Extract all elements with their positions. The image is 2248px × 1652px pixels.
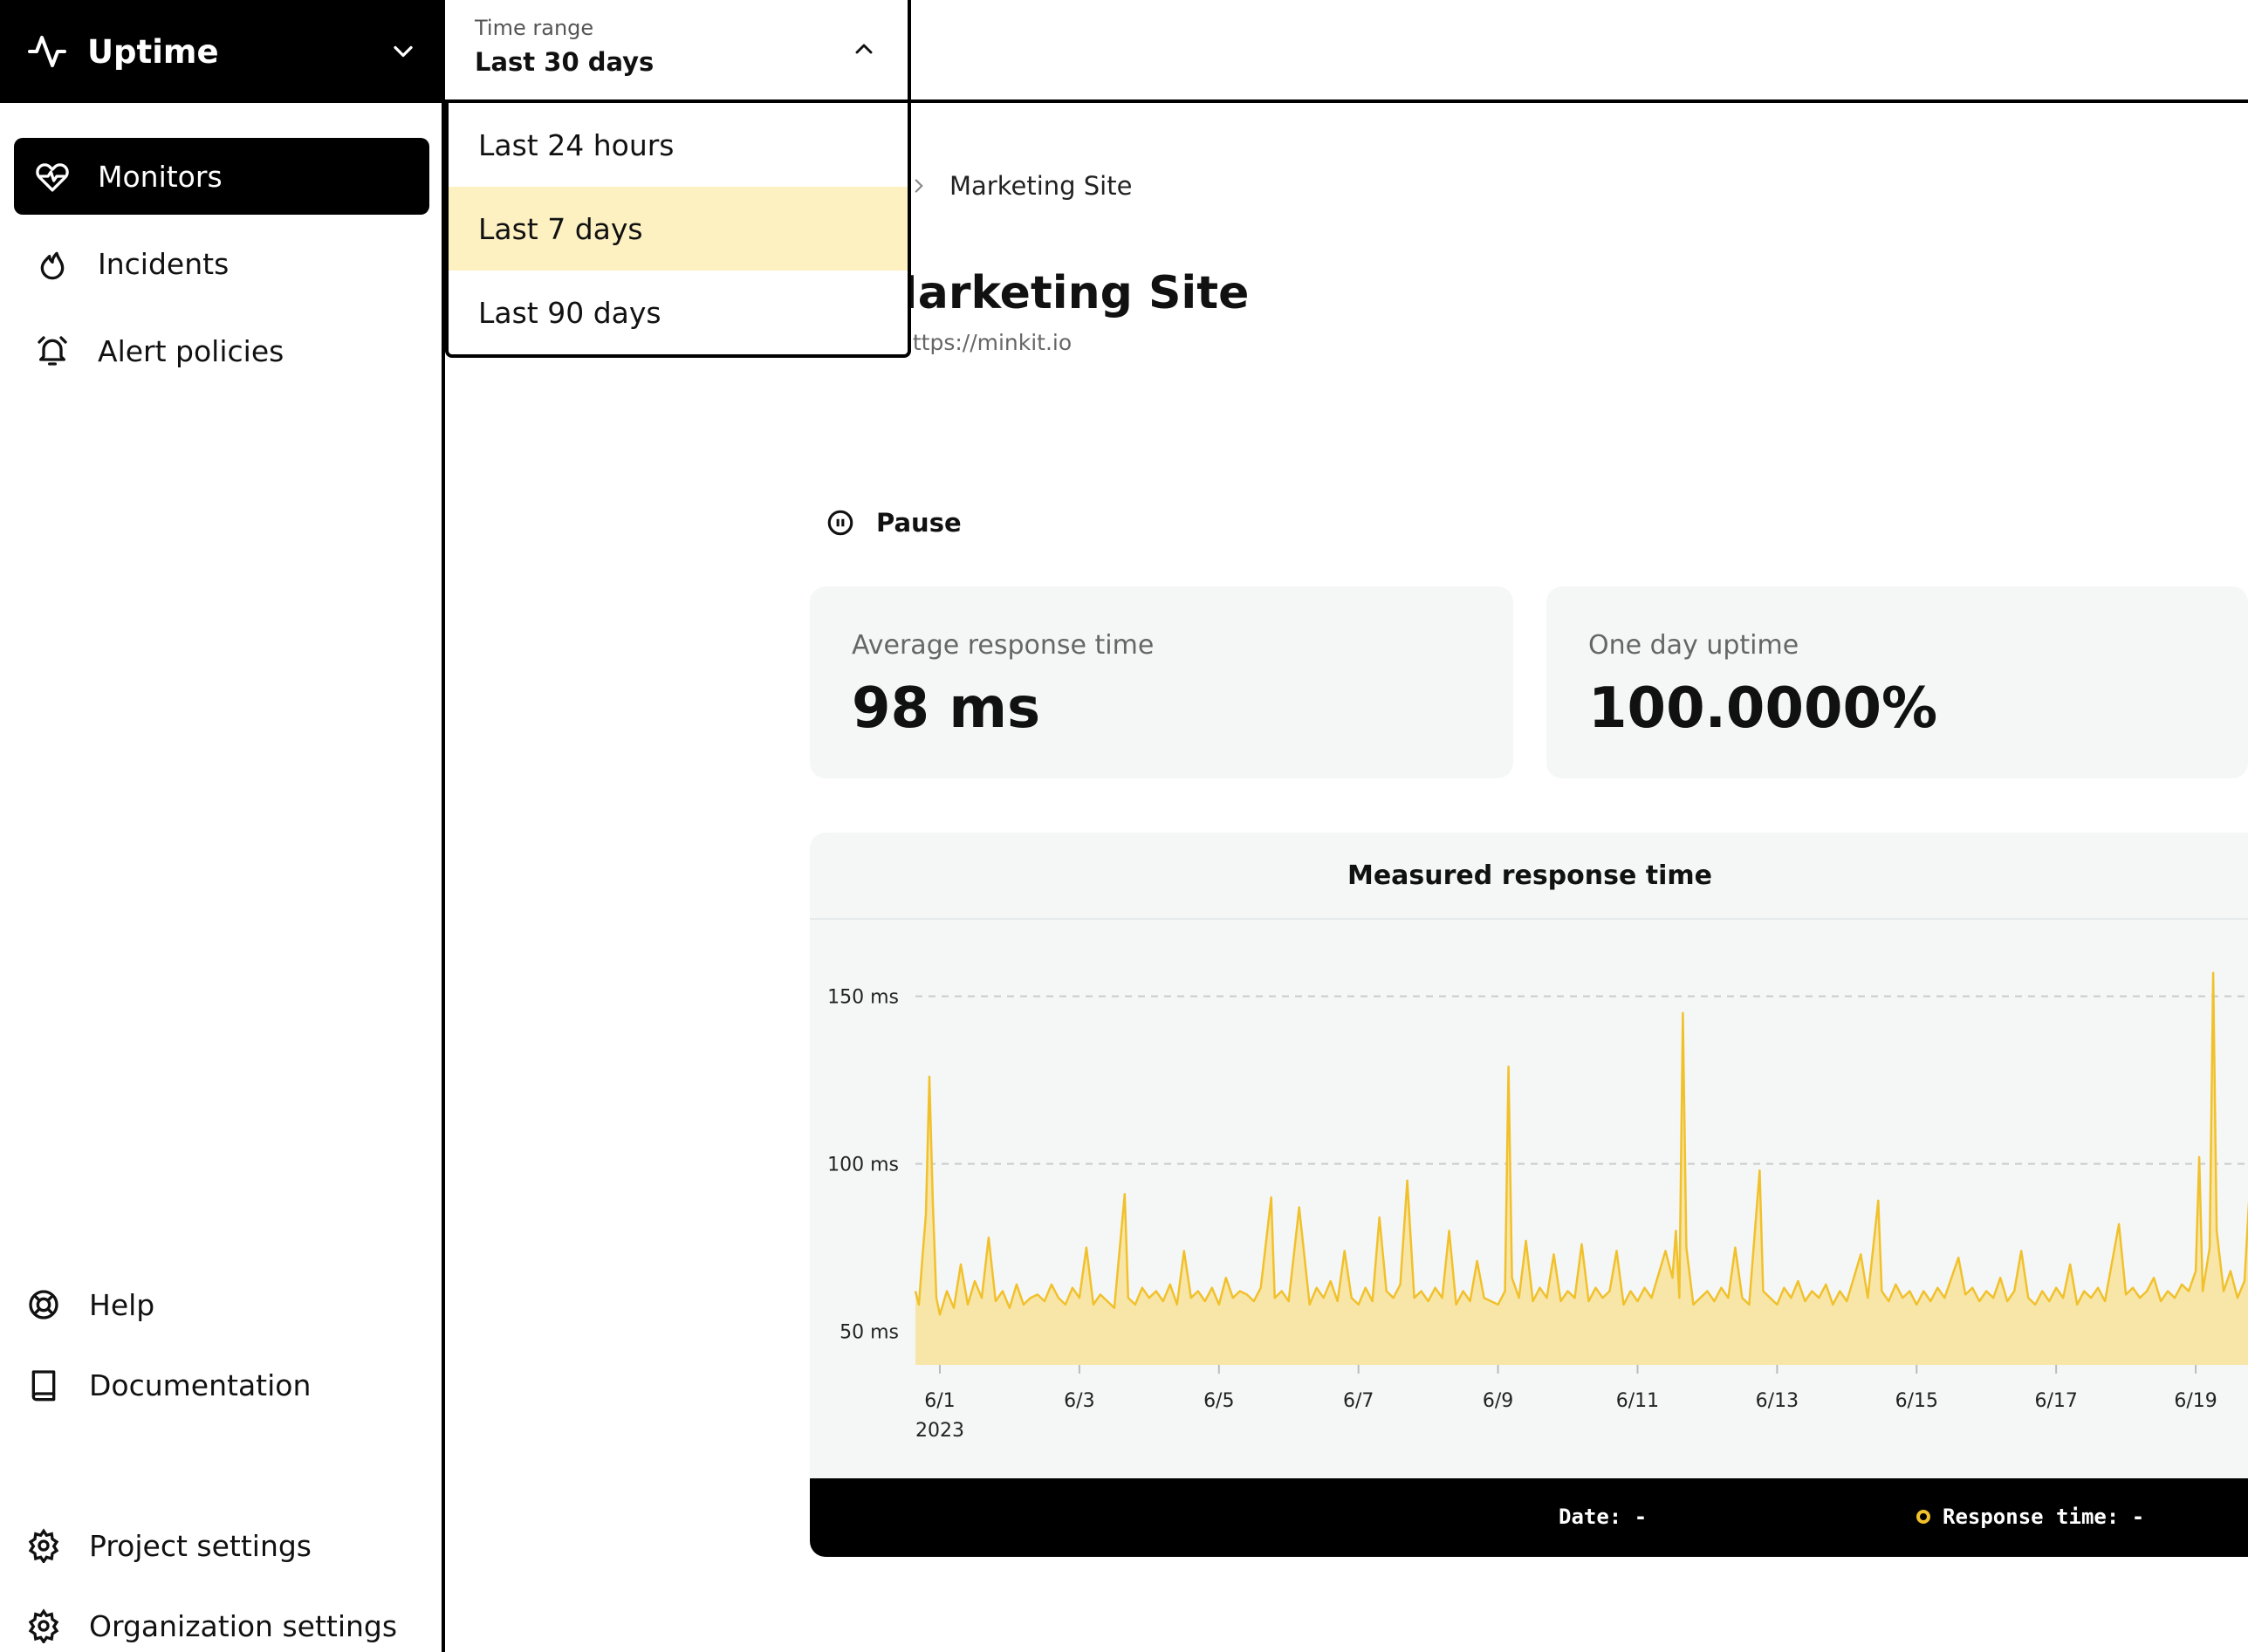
gear-icon	[28, 1608, 59, 1643]
sidebar-item-help[interactable]: Help	[26, 1274, 154, 1335]
sidebar-item-label: Documentation	[89, 1368, 312, 1402]
tooltip-response: Response time: -	[1916, 1505, 2144, 1529]
x-tick-label: 6/17	[2034, 1390, 2077, 1412]
y-tick-label: 50 ms	[840, 1322, 899, 1344]
sidebar-item-monitors[interactable]: Monitors	[14, 138, 429, 215]
alarm-bell-icon	[38, 336, 67, 366]
chevron-down-icon	[394, 45, 413, 58]
pause-label: Pause	[876, 508, 962, 538]
time-range-value: Last 30 days	[475, 47, 655, 77]
sidebar-item-label: Help	[89, 1287, 155, 1322]
activity-icon	[28, 36, 66, 67]
time-range-select[interactable]: Time range Last 30 days	[445, 0, 911, 103]
x-year-label: 2023	[915, 1420, 964, 1442]
response-time-chart[interactable]: Measured response time 50 ms 100 ms 150 ms…	[810, 833, 2248, 1557]
y-tick-label: 100 ms	[827, 1155, 899, 1176]
pause-button[interactable]: Pause	[826, 508, 962, 538]
sidebar-item-label: Project settings	[89, 1528, 312, 1563]
app-name: Uptime	[87, 32, 219, 71]
sidebar-item-label: Monitors	[98, 159, 223, 194]
x-tick-label: 6/5	[1203, 1390, 1234, 1412]
series-area-response-time	[915, 972, 2248, 1365]
sidebar-item-alert-policies[interactable]: Alert policies	[14, 312, 429, 389]
x-tick-label: 6/15	[1895, 1390, 1938, 1412]
stat-card-avg-response: Average response time 98 ms	[810, 586, 1513, 778]
heart-pulse-icon	[36, 163, 69, 192]
breadcrumb-current: Marketing Site	[949, 171, 1133, 201]
monitor-url[interactable]: https://minkit.io	[899, 330, 1073, 355]
stat-value: 98 ms	[852, 676, 1041, 741]
chart-title: Measured response time	[810, 833, 2248, 920]
stat-label: One day uptime	[1588, 630, 1799, 661]
sidebar-item-label: Alert policies	[98, 333, 284, 368]
chevron-up-icon	[855, 44, 873, 54]
x-tick-label: 6/1	[924, 1390, 955, 1412]
chart-plot[interactable]: 50 ms 100 ms 150 ms 6/1 6/3 6/5 6/7 6/9 6/11 6/13…	[810, 833, 2248, 1478]
x-tick-label: 6/3	[1064, 1390, 1094, 1412]
gear-icon	[28, 1528, 59, 1563]
sidebar-item-label: Incidents	[98, 246, 230, 281]
sidebar-item-organization-settings[interactable]: Organization settings	[26, 1595, 397, 1652]
breadcrumb: Marketing Site	[908, 171, 1132, 201]
time-range-option[interactable]: Last 90 days	[478, 295, 661, 330]
chart-tooltip-bar: Date: - Response time: -	[810, 1478, 2248, 1557]
sidebar: Uptime Monitors Incidents Alert policies…	[0, 0, 445, 1652]
sidebar-item-documentation[interactable]: Documentation	[26, 1354, 311, 1416]
time-range-menu: Last 24 hours Last 7 days Last 90 days	[445, 103, 911, 358]
time-range-option[interactable]: Last 7 days	[449, 187, 908, 271]
series-line-response-time	[914, 971, 2248, 1316]
sidebar-item-project-settings[interactable]: Project settings	[26, 1515, 312, 1576]
series-dot-icon	[1916, 1510, 1930, 1524]
y-tick-label: 150 ms	[827, 987, 899, 1009]
x-tick-label: 6/7	[1343, 1390, 1374, 1412]
book-icon	[31, 1370, 56, 1402]
x-tick-label: 6/11	[1616, 1390, 1659, 1412]
pause-icon	[827, 510, 853, 536]
time-range-option[interactable]: Last 24 hours	[478, 127, 675, 162]
sidebar-item-incidents[interactable]: Incidents	[14, 225, 429, 302]
x-tick-label: 6/13	[1756, 1390, 1799, 1412]
sidebar-item-label: Organization settings	[89, 1608, 398, 1643]
stat-label: Average response time	[852, 630, 1155, 661]
time-range-label: Time range	[475, 16, 594, 40]
flame-icon	[40, 251, 65, 280]
lifebuoy-icon	[29, 1290, 58, 1320]
x-tick-label: 6/19	[2174, 1390, 2217, 1412]
x-tick-label: 6/9	[1483, 1390, 1513, 1412]
page-title: Marketing Site	[873, 267, 1250, 319]
chevron-right-icon	[915, 179, 923, 193]
tooltip-date: Date: -	[1559, 1505, 1648, 1529]
project-switcher[interactable]: Uptime	[0, 0, 445, 103]
stat-value: 100.0000%	[1588, 676, 1938, 741]
stat-card-uptime: One day uptime 100.0000%	[1546, 586, 2248, 778]
